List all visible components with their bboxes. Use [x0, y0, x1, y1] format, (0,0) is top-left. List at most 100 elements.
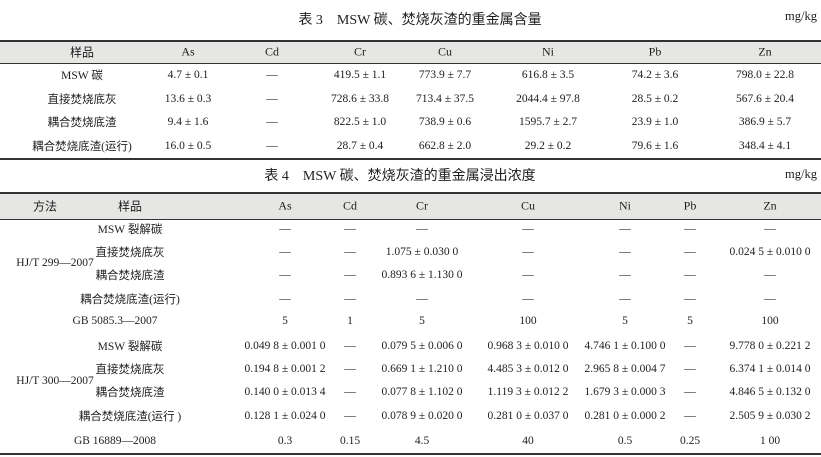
table-cell: — — [266, 93, 278, 105]
standard-limit: 0.25 — [679, 435, 701, 447]
table-cell: — — [344, 223, 356, 235]
table-cell: — — [619, 269, 631, 281]
column-header: 样品 — [69, 45, 95, 60]
table-cell: — — [279, 223, 291, 235]
row-label: 直接焚烧底灰 — [95, 364, 165, 376]
standard-label: GB 16889—2008 — [73, 435, 157, 447]
table-cell: 29.2 ± 0.2 — [524, 140, 572, 152]
table-cell: — — [684, 269, 696, 281]
row-label: 耦合焚烧底渣 — [95, 270, 165, 282]
table-cell: 4.7 ± 0.1 — [167, 69, 209, 81]
table-cell: 4.846 5 ± 0.132 0 — [729, 386, 811, 398]
standard-limit: 100 — [519, 315, 537, 327]
table-cell: — — [344, 269, 356, 281]
table-cell: 9.778 0 ± 0.221 2 — [729, 340, 811, 352]
table-cell: — — [522, 223, 534, 235]
table-cell: — — [279, 293, 291, 305]
column-header: Ni — [542, 44, 554, 59]
table-cell: 728.6 ± 33.8 — [330, 93, 390, 105]
table-cell: — — [344, 410, 356, 422]
table-cell: 662.8 ± 2.0 — [418, 140, 472, 152]
table-cell: — — [266, 140, 278, 152]
table-cell: 79.6 ± 1.6 — [631, 140, 679, 152]
table-cell: 0.140 0 ± 0.013 4 — [244, 386, 326, 398]
table-cell: — — [344, 386, 356, 398]
table4-header-rule — [0, 219, 821, 220]
column-header: Cr — [354, 44, 366, 59]
table-cell: 0.078 9 ± 0.020 0 — [381, 410, 463, 422]
table-cell: 9.4 ± 1.6 — [167, 116, 209, 128]
table-cell: 386.9 ± 5.7 — [738, 116, 792, 128]
table-cell: — — [279, 246, 291, 258]
table4-unit: mg/kg — [785, 167, 817, 181]
table-cell: — — [619, 223, 631, 235]
table3-unit: mg/kg — [785, 9, 817, 23]
table-cell: 0.968 3 ± 0.010 0 — [487, 340, 569, 352]
column-header: Cu — [437, 44, 453, 59]
table-cell: — — [416, 293, 428, 305]
method-label: HJ/T 300—2007 — [16, 375, 94, 387]
row-label: MSW 裂解碳 — [97, 224, 163, 236]
table-cell: 2044.4 ± 97.8 — [516, 93, 580, 105]
table-cell: 713.4 ± 37.5 — [415, 93, 475, 105]
table-cell: 2.965 8 ± 0.004 7 — [584, 363, 666, 375]
table-cell: 2.505 9 ± 0.030 2 — [729, 410, 811, 422]
standard-limit: 5 — [419, 315, 425, 327]
column-header: As — [278, 198, 292, 213]
table-cell: — — [522, 246, 534, 258]
table-cell: 773.9 ± 7.7 — [418, 69, 472, 81]
table-cell: — — [344, 340, 356, 352]
standard-limit: 40 — [522, 435, 534, 447]
table-cell: — — [266, 116, 278, 128]
standard-limit: 0.15 — [339, 435, 361, 447]
standard-limit: 5 — [282, 315, 288, 327]
table4-title: 表 4 MSW 碳、焚烧灰渣的重金属浸出浓度 — [264, 169, 536, 184]
table-cell: 348.4 ± 4.1 — [738, 140, 792, 152]
table-cell: 4.746 1 ± 0.100 0 — [584, 340, 666, 352]
table-cell: — — [416, 223, 428, 235]
table3-title: 表 3 MSW 碳、焚烧灰渣的重金属含量 — [298, 13, 542, 28]
table-cell: 0.077 8 ± 1.102 0 — [381, 386, 463, 398]
row-label: MSW 裂解碳 — [97, 341, 163, 353]
table-cell: — — [522, 269, 534, 281]
table-cell: — — [279, 269, 291, 281]
table-cell: 0.024 5 ± 0.010 0 — [729, 246, 811, 258]
table-cell: 1595.7 ± 2.7 — [518, 116, 578, 128]
table-cell: 23.9 ± 1.0 — [631, 116, 679, 128]
table4-top-rule — [0, 192, 821, 194]
row-label: 直接焚烧底灰 — [95, 247, 165, 259]
row-label: 耦合焚烧底渣 — [47, 117, 117, 129]
table-cell: 798.0 ± 22.8 — [735, 69, 795, 81]
table-cell: 0.669 1 ± 1.210 0 — [381, 363, 463, 375]
table3-bottom-rule — [0, 158, 821, 160]
table-cell: — — [684, 410, 696, 422]
column-header: 方法 — [32, 199, 58, 214]
table-cell: 1.679 3 ± 0.000 3 — [584, 386, 666, 398]
column-header: Pb — [648, 44, 662, 59]
table-cell: — — [764, 293, 776, 305]
standard-limit: 4.5 — [414, 435, 430, 447]
column-header: Cd — [264, 44, 280, 59]
table-cell: 0.281 0 ± 0.000 2 — [584, 410, 666, 422]
table-cell: — — [764, 269, 776, 281]
table-cell: 822.5 ± 1.0 — [333, 116, 387, 128]
column-header: Ni — [619, 198, 631, 213]
table-cell: 13.6 ± 0.3 — [164, 93, 212, 105]
column-header: Zn — [758, 44, 772, 59]
table3-header-rule — [0, 63, 821, 64]
table-cell: 4.485 3 ± 0.012 0 — [487, 363, 569, 375]
standard-limit: 5 — [687, 315, 693, 327]
table-cell: — — [684, 223, 696, 235]
table-cell: — — [344, 246, 356, 258]
table-cell: 567.6 ± 20.4 — [735, 93, 795, 105]
table-cell: — — [619, 293, 631, 305]
row-label: 直接焚烧底灰 — [47, 94, 117, 106]
table3-top-rule — [0, 40, 821, 42]
standard-limit: 100 — [761, 315, 779, 327]
standard-limit: 1 — [347, 315, 353, 327]
table-cell: — — [684, 293, 696, 305]
table-cell: 28.5 ± 0.2 — [631, 93, 679, 105]
table-cell: — — [522, 293, 534, 305]
table-cell: 28.7 ± 0.4 — [336, 140, 384, 152]
table-cell: 16.0 ± 0.5 — [164, 140, 212, 152]
